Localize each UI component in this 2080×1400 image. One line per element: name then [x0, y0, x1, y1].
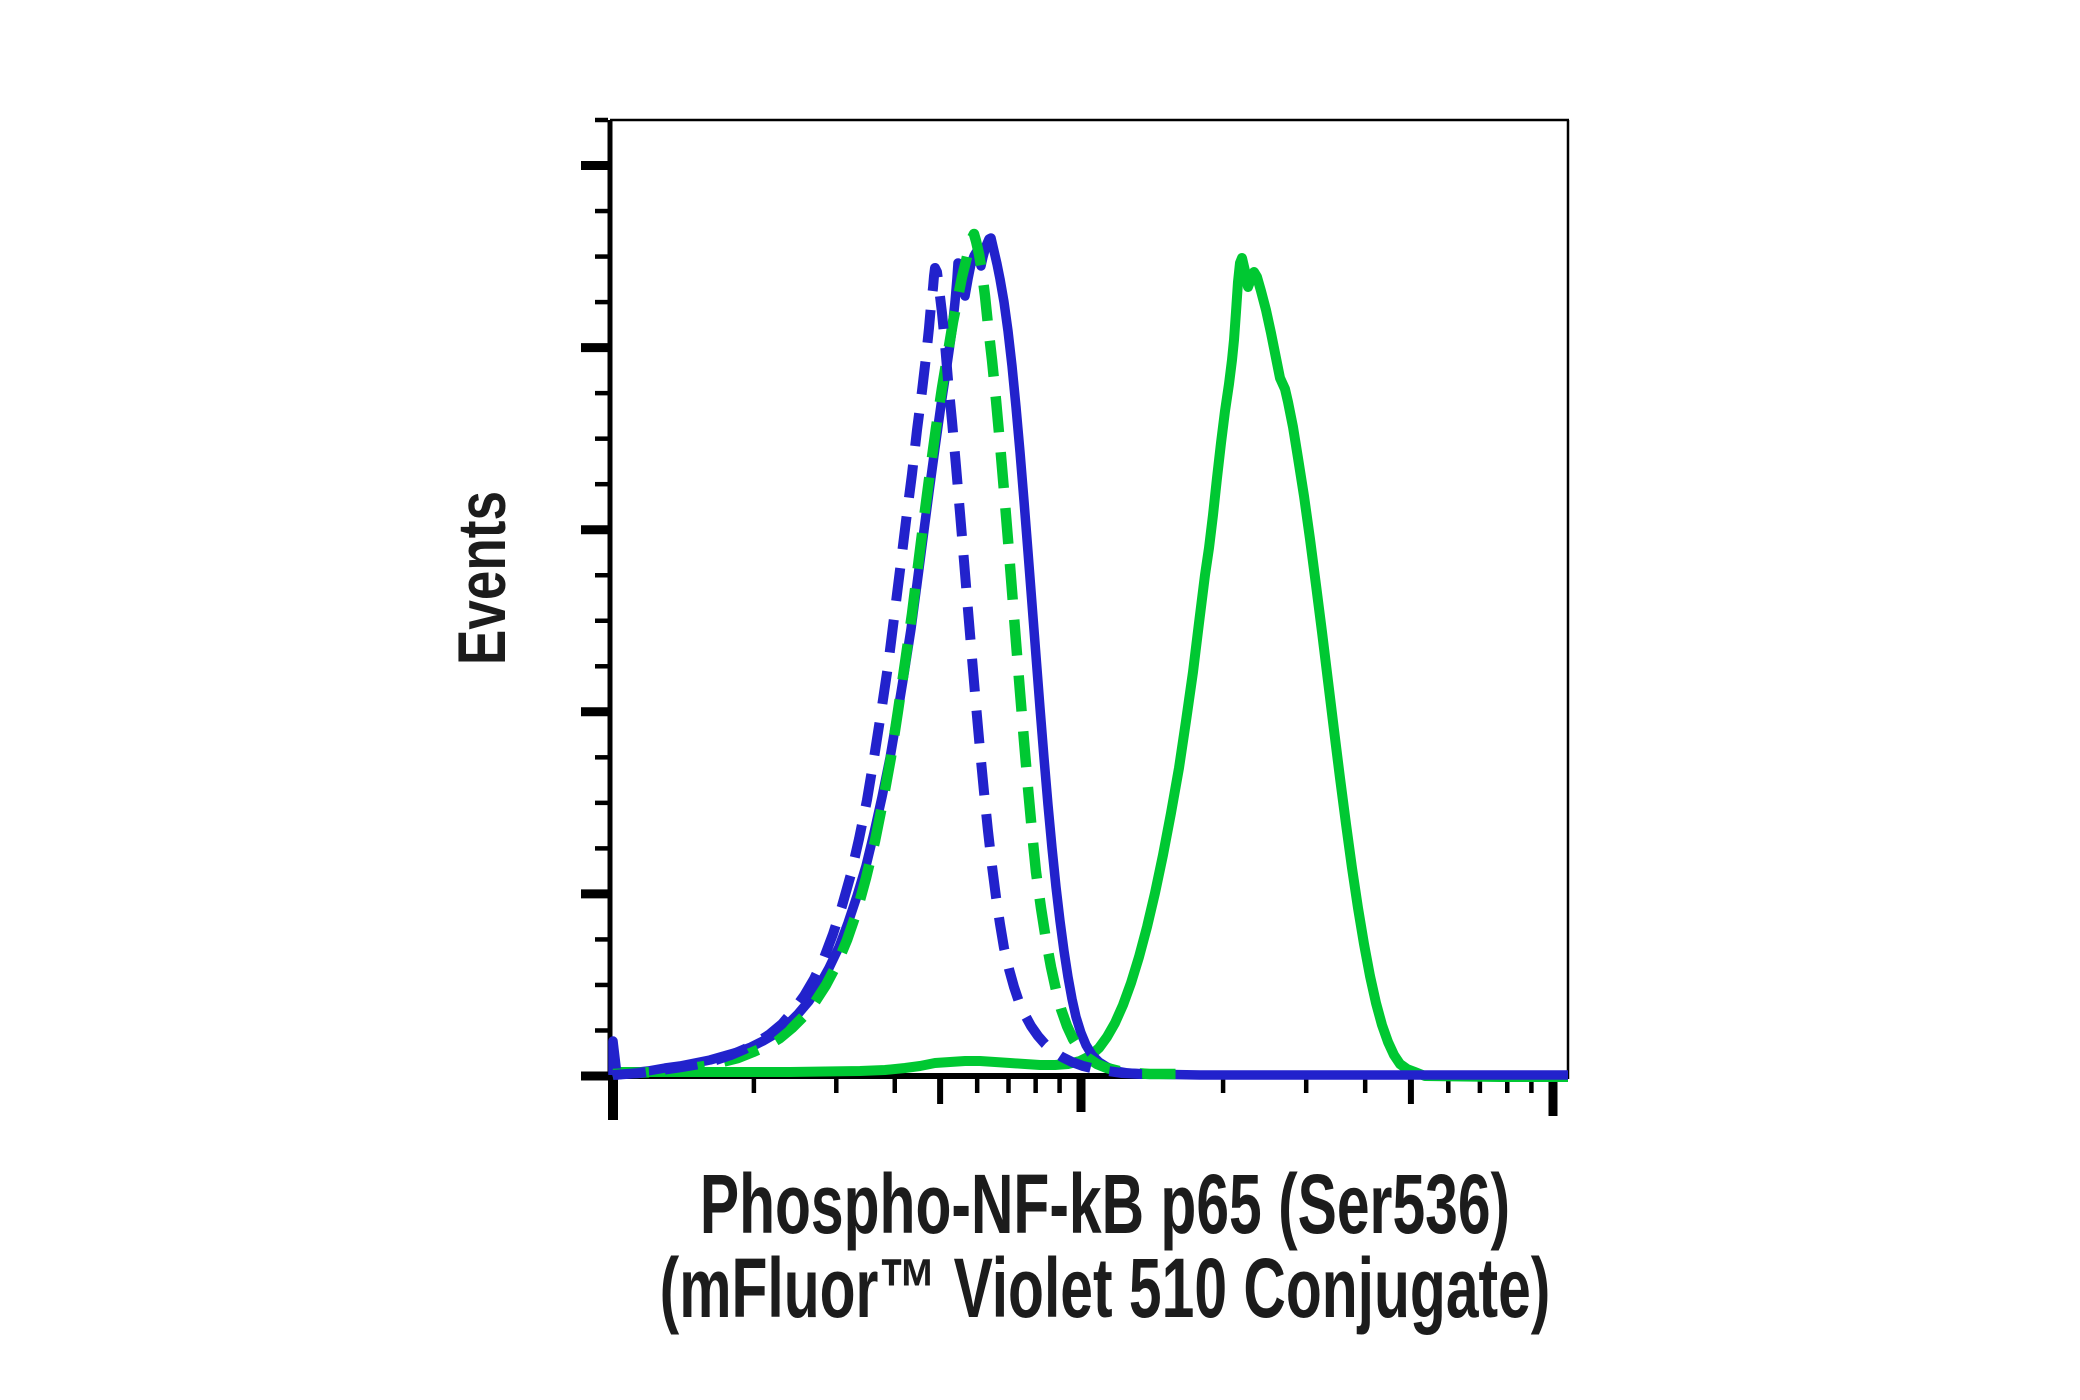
x-axis-label-line1: Phospho-NF-kB p65 (Ser536): [700, 1158, 1510, 1252]
curve-solid-blue: [608, 233, 1568, 1080]
curve-dashed-green: [612, 228, 1180, 1080]
y-axis-label: Events: [444, 491, 520, 665]
curve-dashed-blue: [612, 263, 1160, 1080]
curve-solid-green: [613, 253, 1568, 1082]
x-axis-label-line2: (mFluor™ Violet 510 Conjugate): [660, 1242, 1551, 1336]
axes: [581, 117, 1570, 1120]
histogram-curves: [608, 228, 1568, 1082]
